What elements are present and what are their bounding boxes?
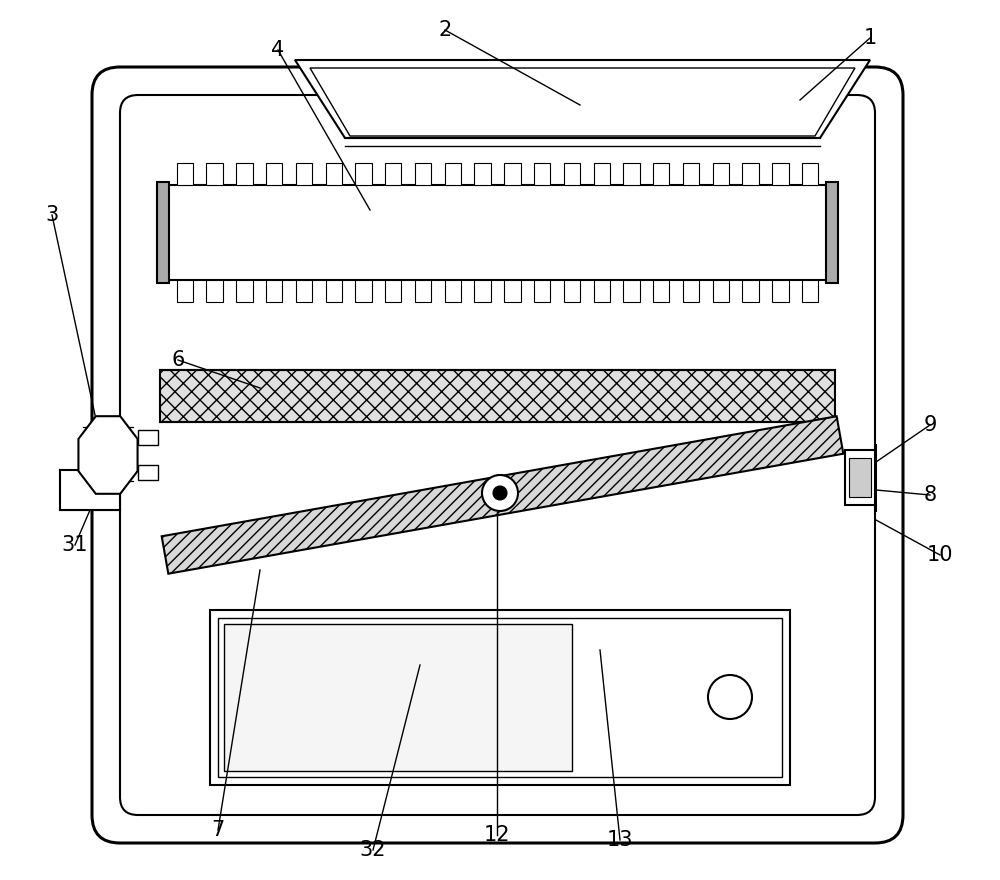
Bar bbox=[210, 610, 790, 785]
Bar bbox=[218, 618, 782, 777]
Bar bbox=[296, 163, 312, 185]
Bar bbox=[415, 280, 431, 302]
Text: 3: 3 bbox=[45, 205, 59, 225]
Bar bbox=[355, 163, 372, 185]
Text: 1: 1 bbox=[863, 28, 877, 48]
Bar bbox=[177, 280, 193, 302]
Bar bbox=[445, 163, 461, 185]
Text: 31: 31 bbox=[62, 535, 88, 555]
Bar bbox=[653, 280, 669, 302]
Bar bbox=[266, 163, 282, 185]
Bar bbox=[504, 280, 521, 302]
Bar bbox=[713, 280, 729, 302]
Text: 32: 32 bbox=[360, 840, 386, 860]
Text: 7: 7 bbox=[211, 820, 225, 840]
Bar bbox=[474, 280, 491, 302]
Bar bbox=[138, 430, 158, 445]
Bar bbox=[355, 280, 372, 302]
Bar bbox=[653, 163, 669, 185]
Bar bbox=[713, 163, 729, 185]
Bar bbox=[564, 163, 580, 185]
Polygon shape bbox=[295, 60, 870, 138]
FancyBboxPatch shape bbox=[92, 67, 903, 843]
Bar bbox=[236, 280, 253, 302]
Bar bbox=[60, 470, 120, 510]
Bar bbox=[534, 163, 550, 185]
Bar bbox=[564, 280, 580, 302]
Bar bbox=[165, 185, 830, 280]
Bar bbox=[474, 163, 491, 185]
Bar bbox=[385, 280, 401, 302]
Text: 10: 10 bbox=[927, 545, 953, 565]
Bar bbox=[623, 280, 640, 302]
Bar bbox=[826, 182, 838, 283]
Text: 8: 8 bbox=[923, 485, 937, 505]
Bar bbox=[157, 182, 169, 283]
Bar bbox=[802, 280, 818, 302]
Text: 6: 6 bbox=[171, 350, 185, 370]
Bar bbox=[742, 163, 759, 185]
Bar bbox=[623, 163, 640, 185]
Bar bbox=[224, 624, 572, 771]
Bar bbox=[138, 465, 158, 480]
Bar bbox=[206, 280, 223, 302]
Bar bbox=[445, 280, 461, 302]
Bar bbox=[594, 163, 610, 185]
Bar bbox=[296, 280, 312, 302]
Bar bbox=[415, 163, 431, 185]
Circle shape bbox=[493, 486, 507, 500]
Polygon shape bbox=[78, 416, 138, 494]
Bar bbox=[326, 163, 342, 185]
Bar bbox=[385, 163, 401, 185]
Bar bbox=[177, 163, 193, 185]
Bar bbox=[160, 370, 835, 422]
Bar bbox=[772, 280, 789, 302]
Circle shape bbox=[708, 675, 752, 719]
Polygon shape bbox=[310, 68, 855, 136]
Bar bbox=[326, 280, 342, 302]
Bar bbox=[236, 163, 253, 185]
Bar bbox=[534, 280, 550, 302]
Text: 13: 13 bbox=[607, 830, 633, 850]
Polygon shape bbox=[162, 416, 843, 574]
Bar bbox=[849, 458, 871, 497]
Bar bbox=[772, 163, 789, 185]
Bar bbox=[504, 163, 521, 185]
Bar bbox=[683, 163, 699, 185]
Bar bbox=[845, 450, 875, 505]
Text: 4: 4 bbox=[271, 40, 285, 60]
Bar bbox=[266, 280, 282, 302]
Bar bbox=[802, 163, 818, 185]
Bar bbox=[206, 163, 223, 185]
Text: 2: 2 bbox=[438, 20, 452, 40]
Bar bbox=[742, 280, 759, 302]
Text: 12: 12 bbox=[484, 825, 510, 845]
Text: 9: 9 bbox=[923, 415, 937, 435]
Bar bbox=[594, 280, 610, 302]
Bar bbox=[683, 280, 699, 302]
Circle shape bbox=[482, 475, 518, 511]
